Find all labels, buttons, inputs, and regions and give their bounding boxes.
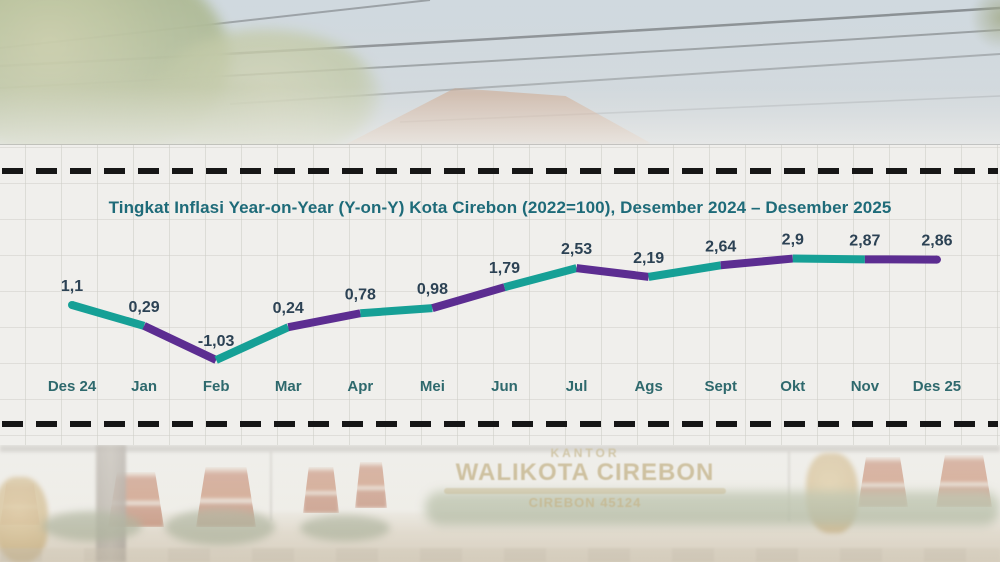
line-segment	[503, 264, 578, 292]
value-label: 2,87	[849, 232, 880, 249]
x-axis-label: Des 24	[48, 378, 97, 395]
line-endcap	[68, 301, 76, 309]
x-axis-label: Jul	[566, 378, 588, 395]
value-label: 2,9	[782, 232, 804, 249]
background-photo-bottom: KANTOR WALIKOTA CIREBON CIREBON 45124	[0, 445, 1000, 562]
background-photo-top	[0, 0, 1000, 145]
x-axis-label: Nov	[851, 378, 880, 395]
value-label: 0,98	[417, 281, 448, 298]
chart-title: Tingkat Inflasi Year-on-Year (Y-on-Y) Ko…	[108, 198, 892, 217]
x-axis-label: Apr	[347, 378, 373, 395]
line-segment	[214, 323, 290, 364]
value-label: 2,53	[561, 241, 592, 258]
line-segment	[287, 309, 362, 332]
x-axis-label: Jan	[131, 378, 157, 395]
x-axis-label: Feb	[203, 378, 230, 395]
x-axis-label: Jun	[491, 378, 518, 395]
value-label: 0,29	[129, 299, 160, 316]
line-segment	[360, 304, 433, 318]
value-label: 1,79	[489, 260, 520, 277]
haze-overlay	[0, 0, 1000, 145]
line-segment	[431, 283, 506, 312]
line-segment	[648, 261, 722, 281]
value-label: 2,19	[633, 250, 664, 267]
x-axis-label: Ags	[634, 378, 662, 395]
line-segment	[720, 254, 794, 270]
chart-panel: Tingkat Inflasi Year-on-Year (Y-on-Y) Ko…	[0, 145, 1000, 445]
value-label: 1,1	[61, 278, 83, 295]
x-axis-label: Mar	[275, 378, 302, 395]
value-label: 0,24	[273, 300, 304, 317]
x-axis-label: Des 25	[913, 378, 961, 395]
line-segment	[70, 301, 146, 330]
line-endcap	[932, 255, 941, 264]
value-label: -1,03	[198, 333, 235, 350]
x-axis-label: Okt	[780, 378, 805, 395]
line-segment	[792, 254, 865, 264]
line-segment	[142, 322, 218, 364]
inflation-line-chart: 1,1 Des 24 0,29 Jan -1,03 Feb 0,24 Mar 0,78 Apr 0,…	[2, 168, 998, 427]
value-label: 2,86	[921, 233, 952, 250]
value-label: 2,64	[705, 238, 736, 255]
value-label: 0,78	[345, 286, 376, 303]
haze-overlay	[0, 445, 1000, 562]
x-axis-label: Mei	[420, 378, 445, 395]
line-segment	[576, 264, 650, 281]
x-axis-label: Sept	[704, 378, 737, 395]
